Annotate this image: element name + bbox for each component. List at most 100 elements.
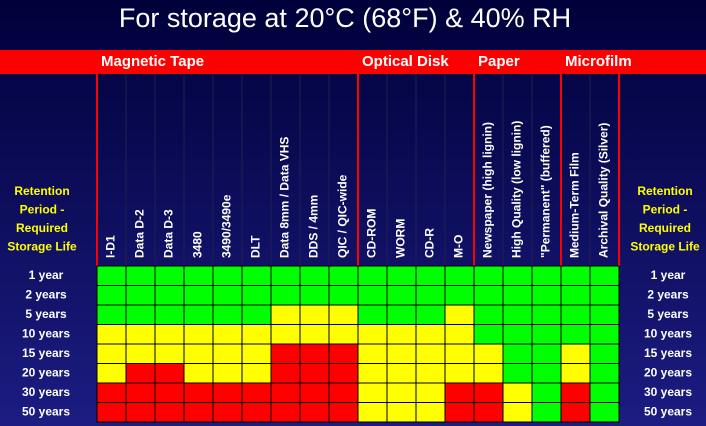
row-label: 10 years bbox=[644, 326, 692, 340]
side-label: Retention bbox=[14, 184, 69, 198]
cell bbox=[154, 402, 185, 423]
cell bbox=[444, 265, 475, 286]
column-header: Medium-Term Film bbox=[568, 152, 582, 258]
cell bbox=[444, 363, 475, 384]
cell bbox=[444, 343, 475, 364]
cell bbox=[154, 363, 185, 384]
row-label: 50 years bbox=[644, 404, 692, 418]
column-header: Data D-2 bbox=[133, 209, 147, 258]
column-header: "Permanent" (buffered) bbox=[539, 125, 553, 258]
side-label: Period - bbox=[20, 203, 65, 217]
cell bbox=[270, 382, 301, 403]
cell bbox=[212, 324, 243, 345]
row-label: 30 years bbox=[22, 385, 70, 399]
row-label: 50 years bbox=[22, 404, 70, 418]
row-label: 1 year bbox=[651, 268, 686, 282]
row-label: 5 years bbox=[647, 307, 689, 321]
cell bbox=[357, 285, 388, 306]
side-label: Storage Life bbox=[7, 240, 77, 254]
cell bbox=[589, 285, 620, 306]
side-label: Storage Life bbox=[630, 240, 700, 254]
cell bbox=[560, 382, 591, 403]
cell bbox=[589, 304, 620, 325]
cell bbox=[415, 285, 446, 306]
group-label: Microfilm bbox=[565, 53, 632, 70]
row-label: 2 years bbox=[647, 287, 689, 301]
cell bbox=[183, 285, 214, 306]
cell bbox=[473, 324, 504, 345]
group-bar bbox=[0, 50, 706, 74]
cell bbox=[386, 265, 417, 286]
cell bbox=[502, 343, 533, 364]
cell bbox=[299, 382, 330, 403]
cell bbox=[502, 285, 533, 306]
cell bbox=[560, 363, 591, 384]
cell bbox=[270, 343, 301, 364]
cell bbox=[241, 402, 272, 423]
cell bbox=[531, 285, 562, 306]
row-label: 10 years bbox=[22, 326, 70, 340]
cell bbox=[212, 343, 243, 364]
column-header: DLT bbox=[249, 235, 263, 258]
column-header: I-D1 bbox=[104, 235, 118, 258]
cell bbox=[183, 265, 214, 286]
cell bbox=[270, 265, 301, 286]
group-label: Paper bbox=[478, 53, 520, 70]
cell bbox=[125, 363, 156, 384]
cell bbox=[125, 402, 156, 423]
group-label: Magnetic Tape bbox=[101, 53, 204, 70]
column-header: M-O bbox=[452, 235, 466, 258]
cell bbox=[328, 324, 359, 345]
cell bbox=[241, 343, 272, 364]
cell bbox=[589, 324, 620, 345]
cell bbox=[154, 343, 185, 364]
title: For storage at 20°C (68°F) & 40% RH bbox=[119, 3, 571, 33]
cell bbox=[386, 382, 417, 403]
row-label: 5 years bbox=[25, 307, 67, 321]
cell bbox=[589, 402, 620, 423]
cell bbox=[96, 382, 127, 403]
cell bbox=[531, 304, 562, 325]
column-header: Archival Quality (Silver) bbox=[597, 123, 611, 258]
cell bbox=[328, 285, 359, 306]
cell bbox=[357, 382, 388, 403]
cell bbox=[357, 402, 388, 423]
cell bbox=[357, 265, 388, 286]
row-label: 15 years bbox=[644, 346, 692, 360]
cell bbox=[241, 324, 272, 345]
row-label: 20 years bbox=[22, 365, 70, 379]
cell bbox=[154, 265, 185, 286]
cell bbox=[125, 285, 156, 306]
cell bbox=[299, 324, 330, 345]
cell bbox=[183, 304, 214, 325]
cell bbox=[357, 363, 388, 384]
cell bbox=[415, 343, 446, 364]
cell bbox=[183, 382, 214, 403]
cell bbox=[241, 285, 272, 306]
cell bbox=[415, 265, 446, 286]
cell bbox=[299, 265, 330, 286]
cell bbox=[270, 324, 301, 345]
row-label: 1 year bbox=[29, 268, 64, 282]
cell bbox=[328, 343, 359, 364]
column-header: QIC / QIC-wide bbox=[336, 174, 350, 258]
cell bbox=[183, 402, 214, 423]
cell bbox=[444, 304, 475, 325]
cell bbox=[473, 363, 504, 384]
column-header: Newspaper (high lignin) bbox=[481, 122, 495, 258]
cell bbox=[473, 285, 504, 306]
cell bbox=[415, 304, 446, 325]
cell bbox=[212, 382, 243, 403]
row-label: 30 years bbox=[644, 385, 692, 399]
cell bbox=[212, 285, 243, 306]
cell bbox=[444, 382, 475, 403]
cell bbox=[154, 304, 185, 325]
side-label: Required bbox=[16, 221, 68, 235]
cell bbox=[125, 324, 156, 345]
cell bbox=[96, 402, 127, 423]
cell bbox=[589, 382, 620, 403]
cell bbox=[415, 363, 446, 384]
cell bbox=[386, 402, 417, 423]
cell bbox=[299, 363, 330, 384]
